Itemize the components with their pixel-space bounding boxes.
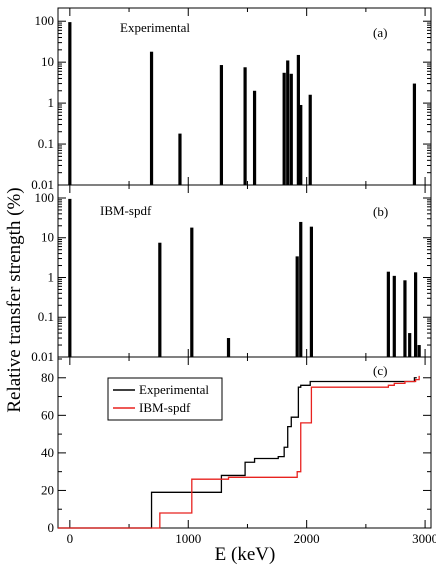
bar [299, 221, 303, 357]
series-line-experimental [58, 377, 417, 529]
bar [178, 133, 182, 185]
bar [226, 338, 231, 357]
y-tick-label: 40 [41, 445, 54, 460]
bar [286, 60, 290, 185]
bar [295, 256, 299, 357]
legend-label: Experimental [139, 382, 209, 397]
y-axis-title: Relative transfer strength (%) [4, 187, 25, 412]
x-tick-label: 0 [67, 531, 74, 546]
legend-label: IBM-spdf [139, 400, 191, 415]
panel-title: Experimental [120, 20, 190, 35]
bar [414, 272, 418, 357]
y-tick-label: 80 [41, 370, 54, 385]
bar [289, 73, 293, 185]
series-line-ibm-spdf [58, 375, 420, 529]
panel-label: (b) [373, 204, 388, 219]
y-tick-label: 100 [35, 13, 55, 28]
y-tick-label: 0 [48, 520, 55, 535]
y-tick-label: 20 [41, 482, 54, 497]
y-tick-label: 10 [41, 54, 54, 69]
bar [309, 226, 314, 357]
y-tick-label: 1 [48, 269, 55, 284]
plot-frame [57, 356, 432, 529]
bar [243, 67, 247, 185]
x-axis-title: E (keV) [215, 544, 276, 565]
bar [219, 65, 224, 185]
y-tick-label: 0.1 [38, 136, 54, 151]
x-tick-label: 2000 [294, 531, 320, 546]
bar [149, 51, 154, 186]
y-tick-label: 10 [41, 230, 54, 245]
legend: Experimental IBM-spdf [107, 377, 223, 421]
bar [299, 104, 303, 185]
y-tick-label: 0.01 [31, 177, 54, 192]
bar [417, 345, 421, 357]
bar [296, 54, 300, 185]
bar [190, 227, 194, 357]
bar [308, 94, 312, 185]
panel-label: (a) [373, 25, 387, 40]
bar [282, 72, 286, 185]
bar [68, 198, 72, 357]
panel-label: (c) [373, 363, 387, 378]
y-tick-label: 0.01 [31, 349, 54, 364]
bar [68, 22, 72, 186]
bar [252, 90, 257, 185]
y-tick-label: 0.1 [38, 309, 54, 324]
y-tick-label: 1 [48, 95, 55, 110]
bar [158, 242, 162, 357]
y-tick-label: 60 [41, 407, 54, 422]
panel-title: IBM-spdf [100, 203, 152, 218]
y-tick-label: 100 [35, 190, 55, 205]
legend-box [107, 377, 223, 421]
panel-a: 0.01 0.1 1 10 100 (a) Experimental [31, 7, 432, 192]
bar [392, 275, 396, 357]
bar [403, 280, 407, 357]
panel-c: 0 20 40 60 80 0 1000 2000 3000 (c) Experimental IBM… [41, 356, 436, 546]
panel-b: 0.01 0.1 1 10 100 (b) IBM-spdf [31, 184, 432, 364]
bar [386, 271, 390, 357]
x-tick-label: 1000 [175, 531, 201, 546]
bar [408, 333, 412, 357]
x-tick-label: 3000 [412, 531, 436, 546]
bar [412, 83, 417, 185]
